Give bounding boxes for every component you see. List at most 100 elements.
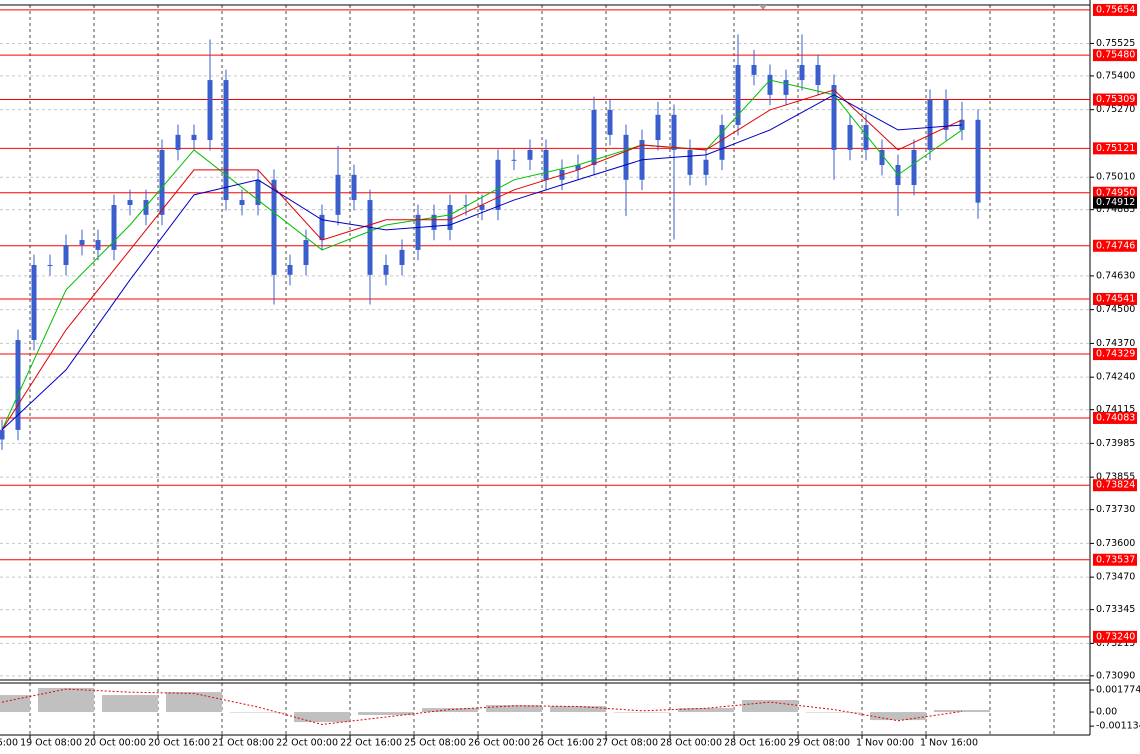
candle-body xyxy=(207,80,213,141)
histogram-bar xyxy=(614,712,670,713)
level-label: 0.73824 xyxy=(1096,480,1135,491)
moving-average xyxy=(1,89,963,431)
histogram-bar xyxy=(678,708,734,713)
x-tick-label: 6:00 xyxy=(0,738,18,749)
y-tick-label: 0.75525 xyxy=(1096,38,1135,49)
candle-body xyxy=(591,109,597,165)
level-label: 0.74329 xyxy=(1096,349,1135,360)
level-label: 0.75309 xyxy=(1096,94,1135,105)
level-tag xyxy=(1093,186,1137,199)
y-tick-label: -0.001134 xyxy=(1096,721,1140,732)
candle-body xyxy=(303,240,309,265)
x-tick-label: 20 Oct 16:00 xyxy=(148,738,210,749)
candle-body xyxy=(271,179,277,275)
y-tick-label: 0.74500 xyxy=(1096,304,1135,315)
x-tick-label: 28 Oct 00:00 xyxy=(660,738,722,749)
y-tick-label: 0.73345 xyxy=(1096,604,1135,615)
x-tick-label: 26 Oct 16:00 xyxy=(532,738,594,749)
candle-body xyxy=(767,74,773,95)
y-tick-label: 0.75010 xyxy=(1096,172,1135,183)
candle-body xyxy=(367,200,373,275)
histogram-bar xyxy=(742,700,798,713)
level-tag xyxy=(1093,292,1137,305)
level-label: 0.73537 xyxy=(1096,554,1135,565)
candle-body xyxy=(399,249,405,265)
level-tag xyxy=(1093,411,1137,424)
x-tick-label: 22 Oct 16:00 xyxy=(340,738,402,749)
current-price-label: 0.74912 xyxy=(1096,197,1135,208)
candle-body xyxy=(351,174,357,201)
level-tag xyxy=(1093,49,1137,62)
candle-body xyxy=(495,159,501,210)
candle-body xyxy=(783,80,789,95)
y-tick-label: 0.74370 xyxy=(1096,338,1135,349)
candle-body xyxy=(111,204,117,250)
level-tag xyxy=(1093,553,1137,566)
candle-body xyxy=(655,114,661,141)
candle-body xyxy=(159,149,165,215)
level-label: 0.74746 xyxy=(1096,240,1135,251)
candle-body xyxy=(847,124,853,150)
candle-body xyxy=(463,204,469,206)
level-label: 0.73240 xyxy=(1096,631,1135,642)
candle-body xyxy=(287,264,293,275)
level-label: 0.75121 xyxy=(1096,143,1135,154)
level-label: 0.74541 xyxy=(1096,293,1135,304)
x-tick-label: 22 Oct 00:00 xyxy=(276,738,338,749)
histogram-bar xyxy=(486,705,542,713)
level-tag xyxy=(1093,142,1137,155)
candle-body xyxy=(143,200,149,215)
histogram-bar xyxy=(358,712,414,716)
level-tag xyxy=(1093,348,1137,361)
candle-body xyxy=(255,179,261,205)
histogram-bar xyxy=(870,712,926,721)
candle-body xyxy=(175,134,181,150)
candle-body xyxy=(15,340,21,430)
candle-body xyxy=(927,99,933,150)
candle-body xyxy=(943,99,949,130)
x-tick-label: 19 Oct 08:00 xyxy=(20,738,82,749)
y-tick-label: 0.74115 xyxy=(1096,404,1135,415)
x-tick-label: 1 Nov 00:00 xyxy=(856,738,914,749)
x-tick-label: 25 Oct 08:00 xyxy=(404,738,466,749)
level-label: 0.74950 xyxy=(1096,187,1135,198)
y-tick-label: 0.73090 xyxy=(1096,670,1135,681)
candle-body xyxy=(47,264,53,266)
candle-body xyxy=(0,429,5,440)
moving-average xyxy=(1,79,963,431)
histogram-bar xyxy=(294,712,350,723)
x-tick-label: 1 Nov 16:00 xyxy=(920,738,978,749)
y-tick-label: 0.73730 xyxy=(1096,504,1135,515)
y-tick-label: 0.75270 xyxy=(1096,104,1135,115)
candle-body xyxy=(223,80,229,201)
histogram-bar xyxy=(806,712,862,713)
candle-body xyxy=(911,149,917,185)
histogram-bar xyxy=(0,695,30,713)
y-tick-label: 0.73470 xyxy=(1096,572,1135,583)
x-tick-label: 26 Oct 00:00 xyxy=(468,738,530,749)
candle-body xyxy=(319,214,325,241)
y-tick-label: 0.73985 xyxy=(1096,438,1135,449)
y-tick-label: 0.00 xyxy=(1096,707,1117,718)
histogram-bar xyxy=(38,687,94,713)
candle-body xyxy=(719,124,725,160)
y-tick-label: 0.74630 xyxy=(1096,270,1135,281)
candle-body xyxy=(575,164,581,170)
candle-body xyxy=(703,159,709,175)
candle-body xyxy=(191,134,197,141)
candle-body xyxy=(815,64,821,85)
level-tag xyxy=(1093,479,1137,492)
candle-body xyxy=(623,134,629,180)
y-tick-label: 0.74885 xyxy=(1096,204,1135,215)
candle-body xyxy=(383,264,389,275)
level-label: 0.75480 xyxy=(1096,50,1135,61)
candle-body xyxy=(607,109,613,135)
x-tick-label: 27 Oct 08:00 xyxy=(596,738,658,749)
candle-body xyxy=(863,124,869,150)
level-tag xyxy=(1093,93,1137,106)
x-tick-label: 21 Oct 08:00 xyxy=(212,738,274,749)
candle-body xyxy=(79,240,85,245)
level-label: 0.74083 xyxy=(1096,412,1135,423)
candle-body xyxy=(511,159,517,161)
candle-body xyxy=(799,64,805,81)
